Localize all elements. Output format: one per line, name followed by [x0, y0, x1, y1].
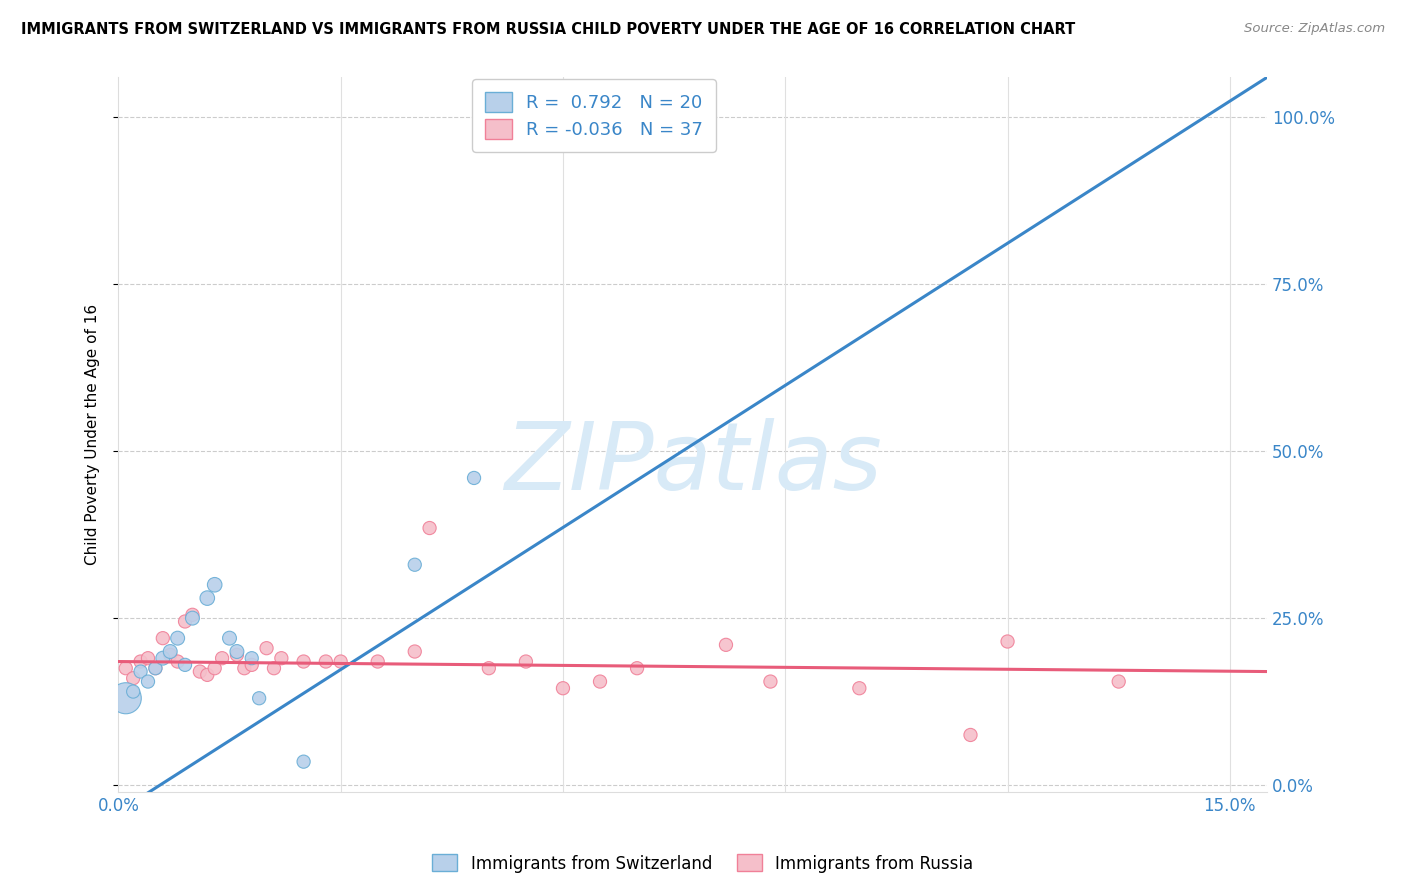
- Point: [195, 591, 218, 606]
- Point: [315, 655, 337, 669]
- Y-axis label: Child Poverty Under the Age of 16: Child Poverty Under the Age of 16: [86, 304, 100, 566]
- Point: [114, 691, 136, 706]
- Point: [626, 661, 648, 675]
- Point: [145, 661, 167, 675]
- Point: [240, 657, 263, 672]
- Point: [292, 755, 315, 769]
- Point: [997, 634, 1019, 648]
- Point: [174, 657, 197, 672]
- Point: [204, 578, 226, 592]
- Point: [166, 631, 188, 645]
- Point: [367, 655, 389, 669]
- Point: [263, 661, 285, 675]
- Text: ZIPatlas: ZIPatlas: [503, 417, 882, 508]
- Point: [122, 684, 145, 698]
- Point: [551, 681, 574, 696]
- Point: [114, 661, 136, 675]
- Point: [478, 661, 501, 675]
- Point: [463, 471, 485, 485]
- Point: [240, 651, 263, 665]
- Point: [166, 655, 188, 669]
- Legend: R =  0.792   N = 20, R = -0.036   N = 37: R = 0.792 N = 20, R = -0.036 N = 37: [472, 79, 716, 152]
- Point: [612, 127, 634, 141]
- Point: [136, 674, 159, 689]
- Text: IMMIGRANTS FROM SWITZERLAND VS IMMIGRANTS FROM RUSSIA CHILD POVERTY UNDER THE AG: IMMIGRANTS FROM SWITZERLAND VS IMMIGRANT…: [21, 22, 1076, 37]
- Point: [959, 728, 981, 742]
- Point: [174, 615, 197, 629]
- Point: [759, 674, 782, 689]
- Point: [188, 665, 211, 679]
- Point: [122, 671, 145, 685]
- Point: [159, 648, 181, 662]
- Point: [195, 668, 218, 682]
- Text: Source: ZipAtlas.com: Source: ZipAtlas.com: [1244, 22, 1385, 36]
- Point: [404, 644, 426, 658]
- Point: [181, 607, 204, 622]
- Point: [152, 651, 174, 665]
- Point: [292, 655, 315, 669]
- Point: [159, 644, 181, 658]
- Point: [152, 631, 174, 645]
- Point: [515, 655, 537, 669]
- Point: [226, 644, 249, 658]
- Point: [247, 691, 270, 706]
- Point: [129, 655, 152, 669]
- Point: [714, 638, 737, 652]
- Legend: Immigrants from Switzerland, Immigrants from Russia: Immigrants from Switzerland, Immigrants …: [426, 847, 980, 880]
- Point: [129, 665, 152, 679]
- Point: [145, 661, 167, 675]
- Point: [256, 641, 278, 656]
- Point: [329, 655, 352, 669]
- Point: [404, 558, 426, 572]
- Point: [136, 651, 159, 665]
- Point: [211, 651, 233, 665]
- Point: [1108, 674, 1130, 689]
- Point: [181, 611, 204, 625]
- Point: [218, 631, 240, 645]
- Point: [848, 681, 870, 696]
- Point: [419, 521, 441, 535]
- Point: [270, 651, 292, 665]
- Point: [233, 661, 256, 675]
- Point: [226, 648, 249, 662]
- Point: [204, 661, 226, 675]
- Point: [589, 674, 612, 689]
